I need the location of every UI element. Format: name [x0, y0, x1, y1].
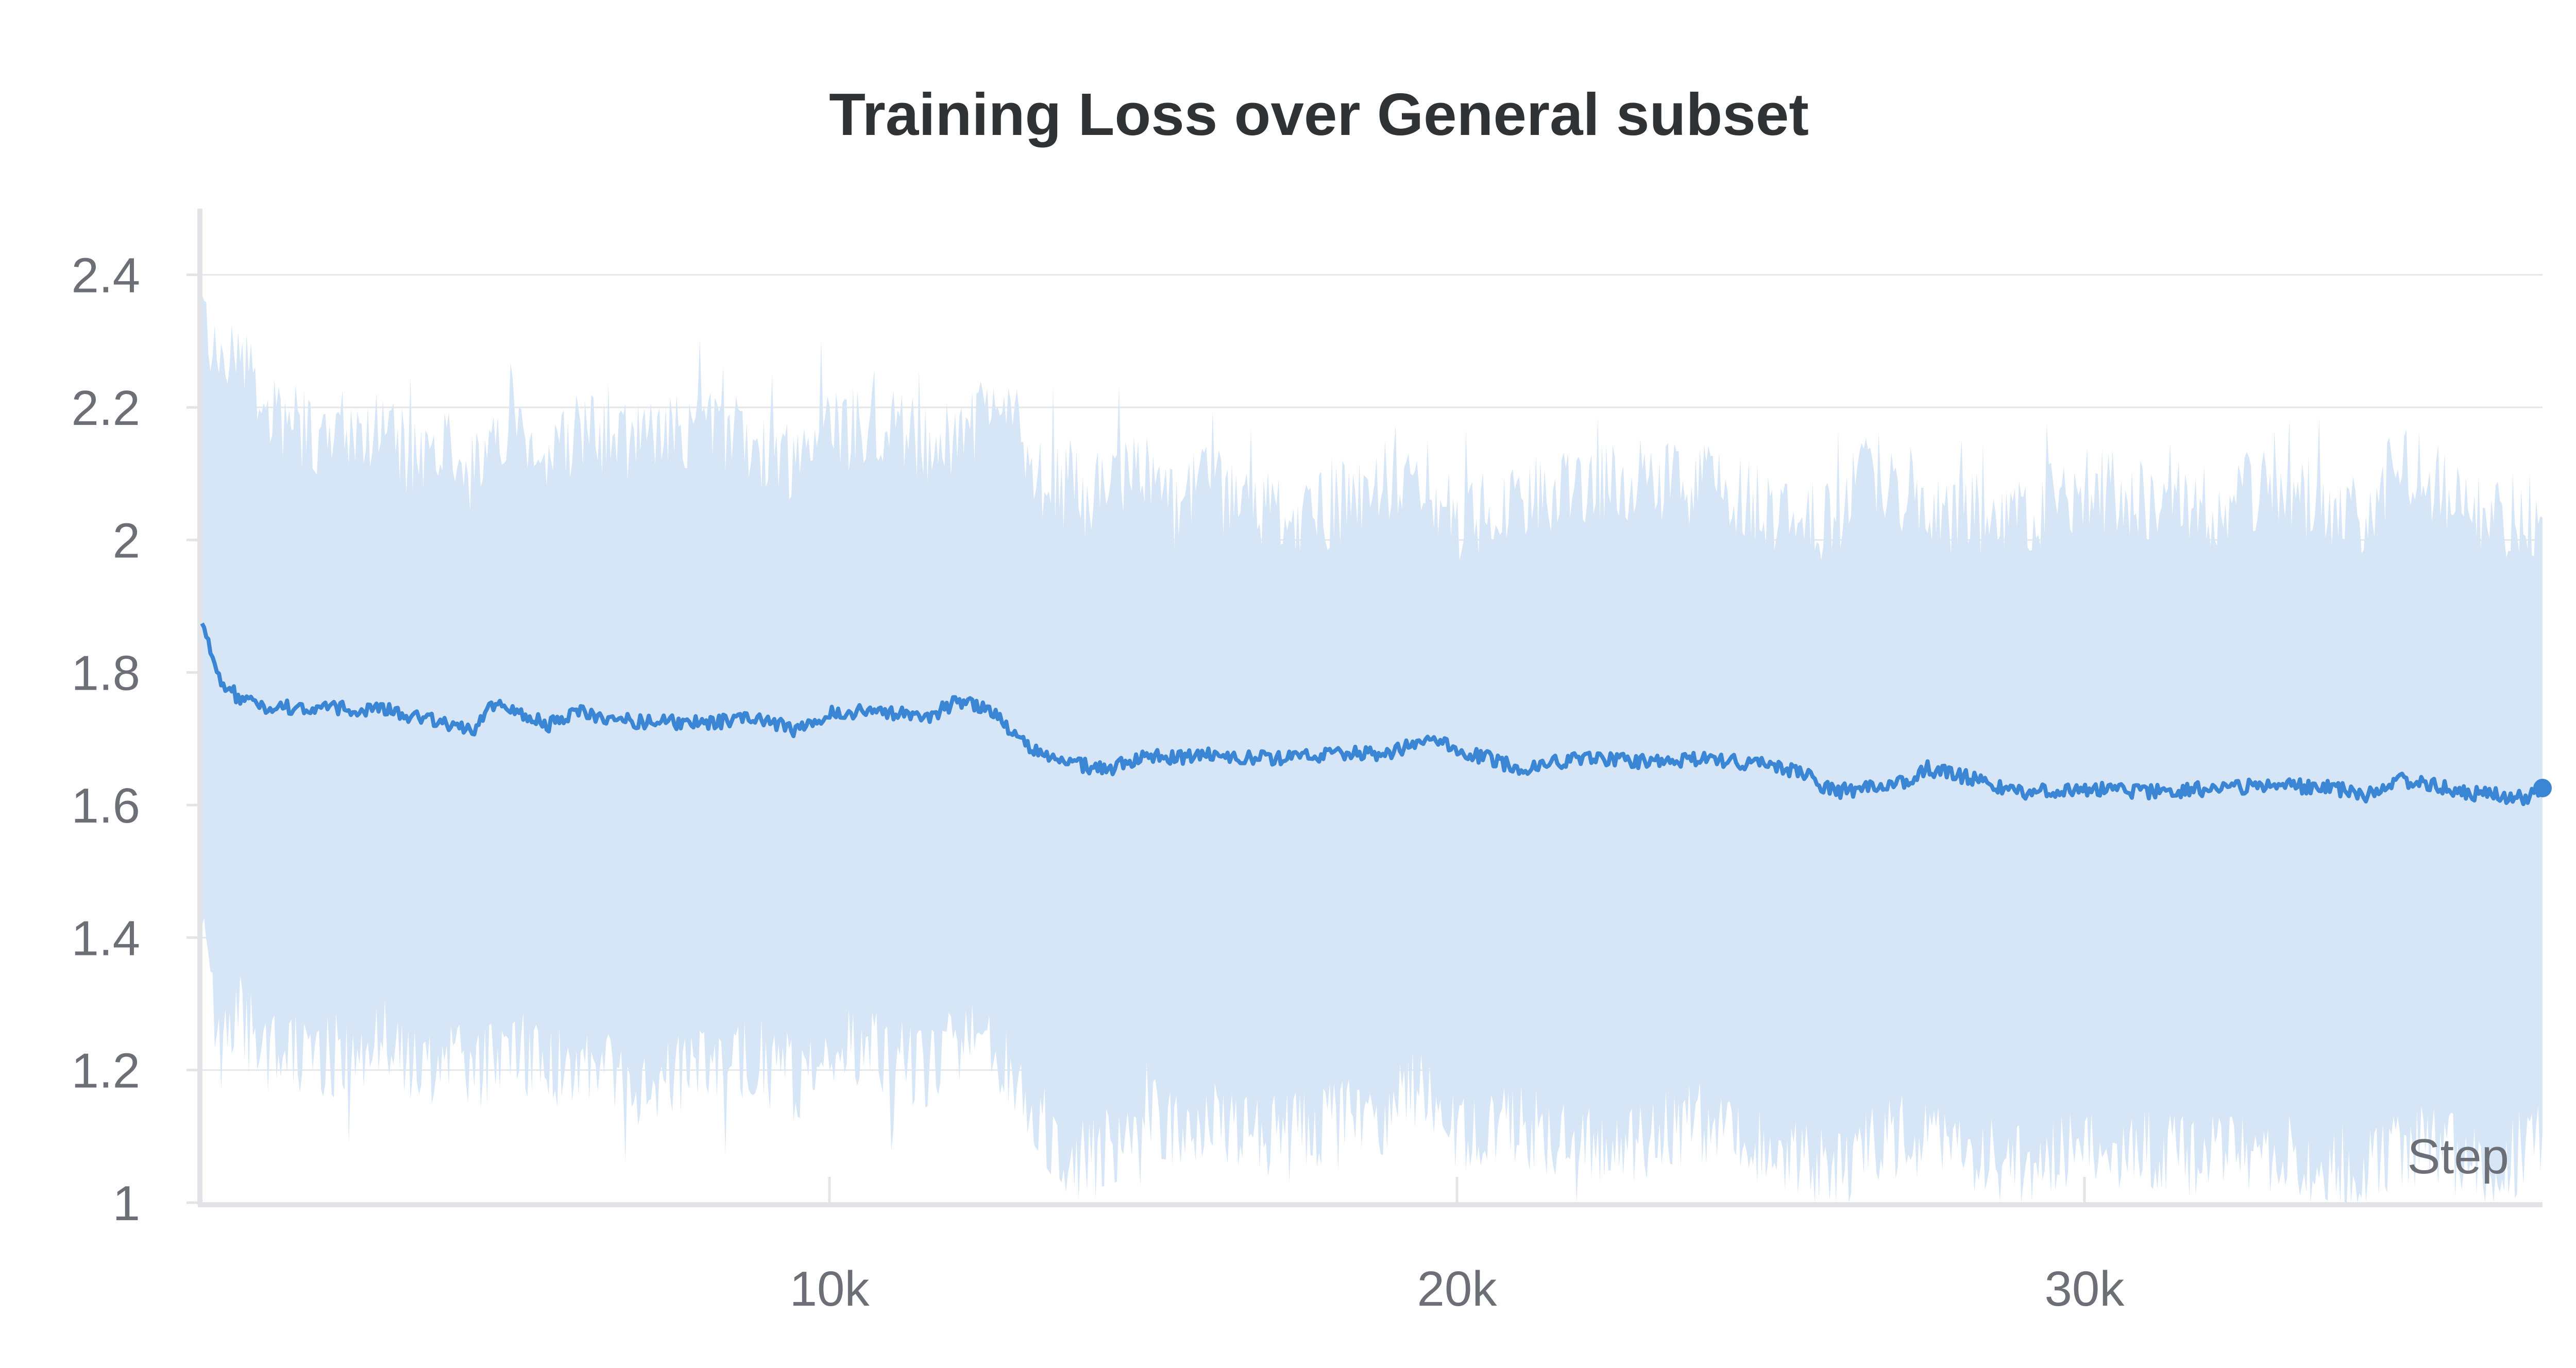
y-tick-label-3: 1.6	[72, 778, 140, 833]
x-axis-label: Step	[2408, 1129, 2509, 1184]
x-axis-ticks: 10k 20k 30k	[790, 1177, 2125, 1316]
x-tick-label-1: 20k	[1417, 1261, 1498, 1316]
loss-line-end-point	[2533, 779, 2552, 798]
loss-line	[200, 622, 2545, 807]
x-tick-label-2: 30k	[2044, 1261, 2125, 1316]
y-axis-ticks: 1 1.2 1.4 1.6 1.8 2 2.2 2.4	[72, 248, 202, 1231]
y-tick-label-7: 2.4	[72, 248, 140, 303]
y-tick-label-0: 1	[113, 1176, 140, 1231]
y-tick-label-1: 1.2	[72, 1044, 140, 1099]
y-tick-label-2: 1.4	[72, 911, 140, 966]
y-tick-label-4: 1.8	[72, 646, 140, 701]
axes	[197, 209, 2543, 1207]
y-tick-label-5: 2	[113, 513, 140, 568]
x-tick-label-0: 10k	[790, 1261, 870, 1316]
chart-title: Training Loss over General subset	[829, 81, 1809, 148]
loss-line-layer	[200, 622, 2552, 807]
y-tick-label-6: 2.2	[72, 381, 140, 436]
